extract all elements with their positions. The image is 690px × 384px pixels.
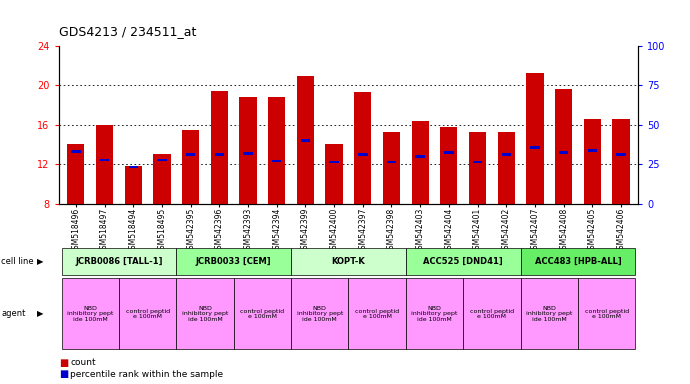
Text: GDS4213 / 234511_at: GDS4213 / 234511_at [59,25,196,38]
Bar [588,149,597,152]
Bar [555,89,572,204]
Text: percentile rank within the sample: percentile rank within the sample [70,370,224,379]
Bar [128,166,138,168]
Text: JCRB0086 [TALL-1]: JCRB0086 [TALL-1] [75,257,163,266]
Text: control peptid
e 100mM: control peptid e 100mM [584,308,629,319]
Text: NBD
inhibitory pept
ide 100mM: NBD inhibitory pept ide 100mM [411,306,457,322]
Text: NBD
inhibitory pept
ide 100mM: NBD inhibitory pept ide 100mM [526,306,573,322]
Bar [526,73,544,204]
Bar [215,153,224,156]
Text: ▶: ▶ [37,310,43,318]
Text: ■: ■ [59,358,68,368]
Bar [559,151,569,154]
Text: control peptid
e 100mM: control peptid e 100mM [355,308,400,319]
Text: JCRB0033 [CEM]: JCRB0033 [CEM] [196,257,271,266]
Bar [182,130,199,204]
Bar [301,139,310,142]
Bar [613,119,630,204]
Bar [329,161,339,164]
Text: ■: ■ [59,369,68,379]
Bar [354,92,371,204]
Bar [502,153,511,156]
Bar [244,152,253,155]
Bar [297,76,314,204]
Text: ACC525 [DND41]: ACC525 [DND41] [424,257,503,266]
Text: control peptid
e 100mM: control peptid e 100mM [240,308,284,319]
Bar [440,127,457,204]
Bar [186,153,195,156]
Bar [100,159,109,161]
Bar [584,119,601,204]
Bar [326,144,343,204]
Bar [268,97,286,204]
Text: NBD
inhibitory pept
ide 100mM: NBD inhibitory pept ide 100mM [297,306,343,322]
Text: control peptid
e 100mM: control peptid e 100mM [126,308,170,319]
Bar [67,144,84,204]
Bar [469,132,486,204]
Bar [157,159,167,161]
Bar [153,154,170,204]
Bar [96,125,113,204]
Bar [616,153,626,156]
Bar [473,161,482,164]
Bar [358,153,368,156]
Text: ▶: ▶ [37,257,43,266]
Text: NBD
inhibitory pept
ide 100mM: NBD inhibitory pept ide 100mM [181,306,228,322]
Bar [272,160,282,162]
Bar [415,155,425,157]
Text: cell line: cell line [1,257,34,266]
Bar [530,146,540,149]
Bar [71,150,81,152]
Bar [210,91,228,204]
Bar [497,132,515,204]
Text: ACC483 [HPB-ALL]: ACC483 [HPB-ALL] [535,257,622,266]
Bar [444,151,453,154]
Text: count: count [70,358,96,367]
Text: KOPT-K: KOPT-K [332,257,365,266]
Bar [387,161,396,164]
Bar [239,97,257,204]
Text: control peptid
e 100mM: control peptid e 100mM [470,308,514,319]
Text: NBD
inhibitory pept
ide 100mM: NBD inhibitory pept ide 100mM [67,306,113,322]
Bar [383,132,400,204]
Text: agent: agent [1,310,26,318]
Bar [411,121,428,204]
Bar [125,166,142,204]
